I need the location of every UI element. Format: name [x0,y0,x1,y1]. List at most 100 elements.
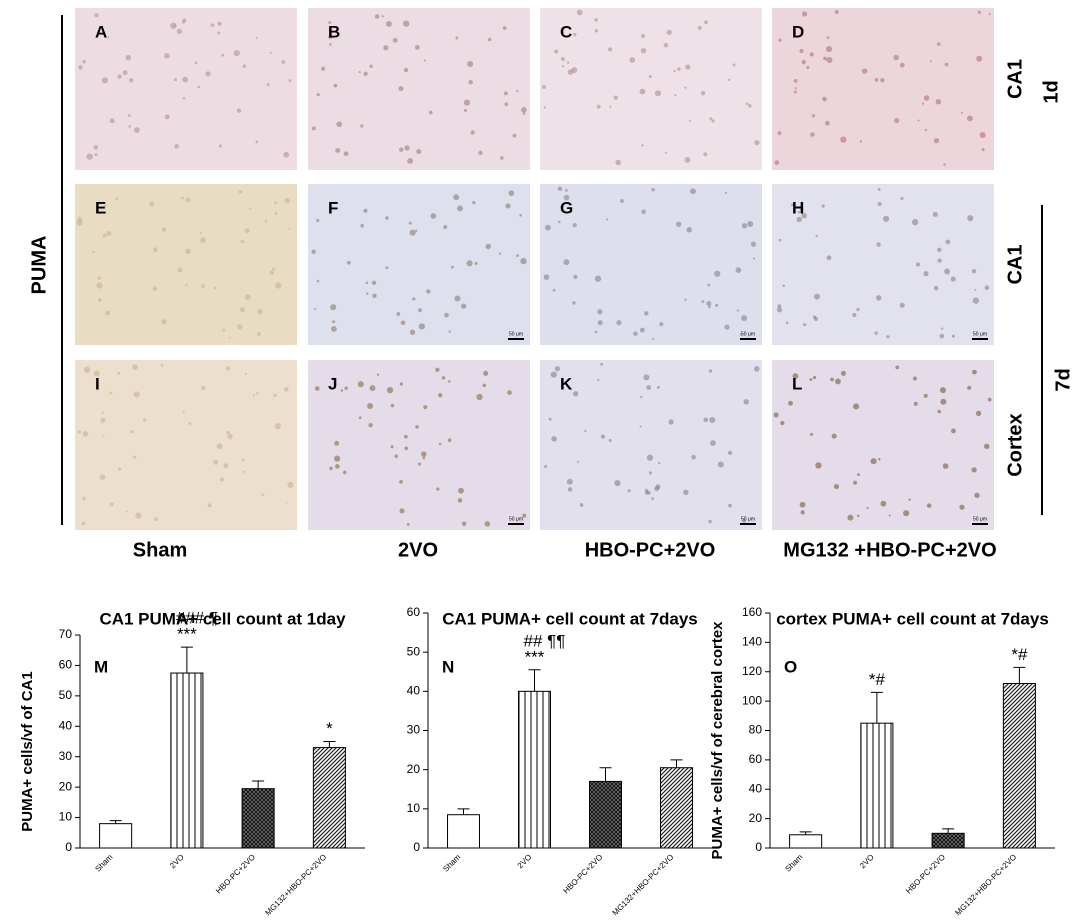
cell [104,204,107,208]
cell [550,371,557,378]
panel-letter: A [95,22,107,41]
cell [176,28,183,35]
cell [83,366,91,373]
x-tick-label: 2VO [168,853,186,871]
micrograph [308,8,530,170]
cell [875,295,882,301]
cell [735,267,742,273]
cell [94,153,98,157]
cell [457,205,463,212]
cell [933,137,940,144]
cell [940,398,947,405]
cell [216,443,223,450]
cell [967,385,972,390]
cell [461,303,467,309]
scale-label: 50 μm [509,516,523,522]
bar [1002,683,1036,849]
cell [563,259,570,266]
cell [663,42,669,48]
cell [609,105,612,108]
cell [502,26,507,31]
cell [777,304,782,309]
cell [597,320,603,326]
cell [244,228,250,234]
cell [683,489,689,495]
cell [777,131,782,136]
cell [199,231,203,235]
cell [684,86,687,89]
cell [217,31,221,35]
cell [853,403,860,410]
cell [608,438,612,443]
cell [972,297,979,304]
column-label: MG132 +HBO-PC+2VO [783,539,996,561]
cell [835,378,841,385]
cell [447,438,452,443]
cell [966,115,973,122]
cell [923,95,930,101]
cell [899,62,905,68]
panel-letter: D [792,22,804,41]
bar [789,834,823,849]
panel-letter: H [792,198,804,217]
cell [99,474,106,480]
cell [102,434,105,437]
cell [882,215,890,222]
time-label: 7d [1052,368,1074,391]
cell [394,454,398,458]
cell [633,331,638,336]
cell [93,370,100,377]
cell [273,393,277,398]
cell [646,454,654,461]
cell [404,145,410,151]
cell [979,131,986,139]
cell [106,231,112,236]
cell [971,268,977,274]
cell [363,71,368,77]
cell [422,456,426,460]
error-bar [870,691,883,724]
cell [975,410,982,417]
cell [988,13,991,16]
cell [640,395,643,399]
cell [484,521,491,527]
cell [109,502,114,507]
cell [93,145,99,150]
cell [600,434,606,439]
cell [426,289,431,294]
cell [813,316,819,322]
cell [485,243,491,250]
y-axis-label: PUMA+ cells/vf of CA1 [19,671,36,831]
cell [522,513,527,518]
cell [715,303,719,307]
cell [724,191,727,194]
cell [584,429,587,432]
cell [363,208,368,213]
cell [815,462,822,469]
time-label: 1d [1040,80,1062,103]
cell [223,463,229,469]
cell [799,49,804,54]
cell [233,49,240,57]
cell [594,29,599,33]
cell [977,10,981,14]
cell [709,416,716,424]
cell [579,503,584,507]
cell [870,458,877,465]
cell [554,49,559,54]
cell [614,479,621,487]
chart-letter: M [94,657,108,676]
cell [676,221,682,227]
cell [809,52,814,57]
cell [566,478,573,485]
cell [684,157,691,163]
cell [908,498,911,501]
cell [944,62,949,67]
cell [567,487,573,492]
cell [673,69,676,73]
cell [967,215,974,222]
bar [447,814,480,849]
cell [900,196,904,201]
cell [418,308,423,313]
cell [423,59,426,62]
